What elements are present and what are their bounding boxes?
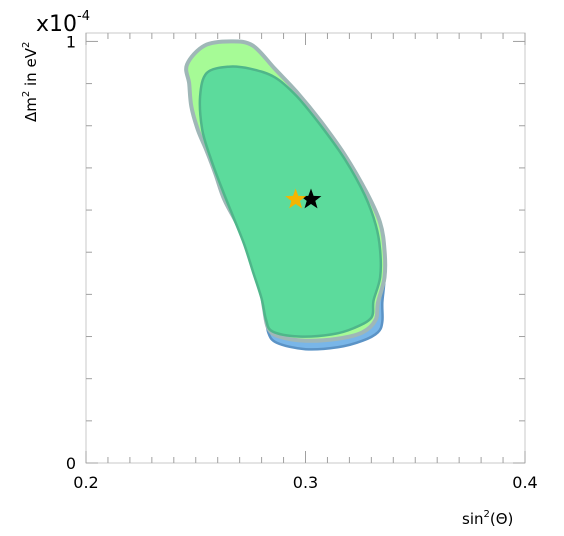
confidence-regions [184,39,388,351]
x-tick-label: 0.3 [293,473,318,492]
x-tick-label: 0.2 [73,473,98,492]
x-tick-label: 0.4 [512,473,537,492]
y-tick-label: 0 [66,454,76,473]
x-axis-label: sin2(Θ) [462,509,513,528]
best-fit-markers [285,188,322,209]
y-multiplier-label: x10-4 [36,9,90,37]
best-fit-star-1 [300,188,322,209]
best-fit-star-2 [285,188,307,209]
confidence-region-3 [198,65,383,338]
axis-ticks: 0.2 0.3 0.4 0 1 [66,32,538,492]
y-tick-label: 1 [66,32,76,51]
y-axis-label: Δm2 in eV2 [21,42,40,122]
